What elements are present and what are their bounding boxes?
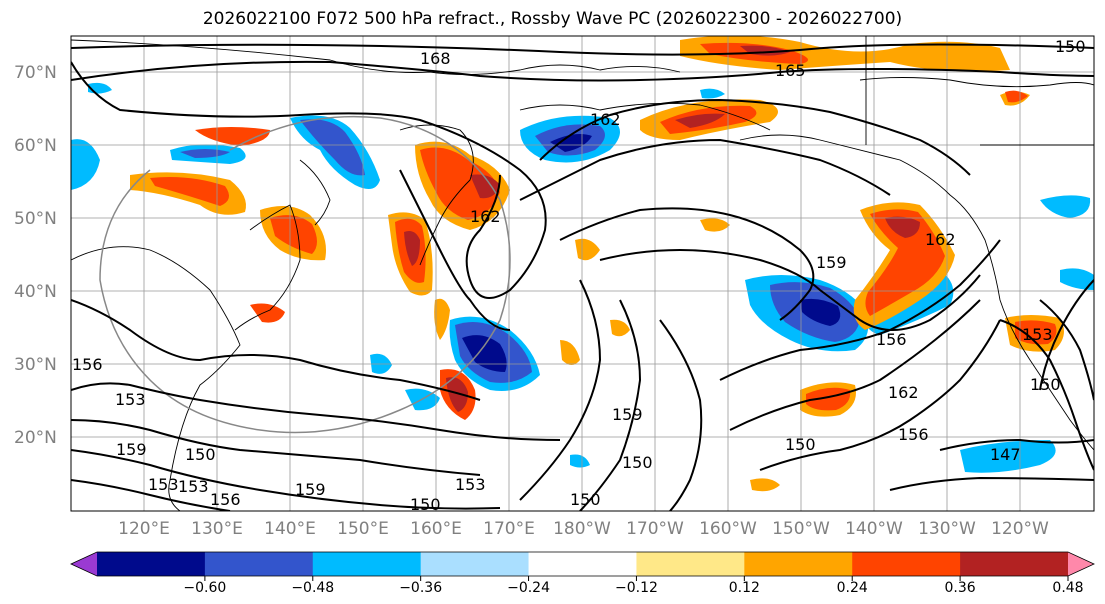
lon-label: 160°E <box>410 519 462 539</box>
colorbar <box>70 551 1095 577</box>
contour-label: 162 <box>590 110 621 129</box>
contours <box>71 43 1094 511</box>
colorbar-ticks: −0.60 −0.48 −0.36 −0.24 −0.12 0.12 0.24 0.36 0.4… <box>183 576 1084 596</box>
latitude-labels: 70°N 60°N 50°N 40°N 30°N 20°N <box>14 63 57 448</box>
highlight-circle <box>99 115 511 434</box>
lat-label: 70°N <box>14 63 57 83</box>
lon-label: 130°W <box>918 519 976 539</box>
colorbar-segment <box>204 552 314 576</box>
contour-label: 150 <box>1055 37 1086 56</box>
lat-label: 50°N <box>14 209 57 229</box>
lon-label: 130°E <box>191 519 243 539</box>
colorbar-tick-label: 0.24 <box>837 580 868 596</box>
contour-label: 159 <box>295 480 326 499</box>
colorbar-segment <box>960 552 1069 576</box>
colorbar-tick-label: 0.36 <box>945 580 976 596</box>
lon-label: 180°W <box>553 519 611 539</box>
contour-label: 165 <box>775 61 806 80</box>
contour-label: 153 <box>115 390 146 409</box>
contour-label: 150 <box>1030 375 1061 394</box>
lon-label: 150°E <box>337 519 389 539</box>
lat-label: 20°N <box>14 428 57 448</box>
colorbar-segment <box>744 552 853 576</box>
colorbar-tick-label: −0.48 <box>291 580 334 596</box>
contour-label: 150 <box>785 435 816 454</box>
colorbar-tick-label: −0.60 <box>183 580 226 596</box>
lon-label: 120°W <box>991 519 1049 539</box>
contour-label: 156 <box>876 330 907 349</box>
graticule <box>71 36 1094 511</box>
contour-label: 162 <box>470 207 501 226</box>
colorbar-tick-label: −0.12 <box>615 580 658 596</box>
colorbar-segment <box>420 552 530 576</box>
contour-label: 153 <box>148 475 179 494</box>
colorbar-extend-min <box>71 552 97 576</box>
contour-label: 150 <box>410 495 441 514</box>
lon-label: 170°E <box>483 519 535 539</box>
contour-label: 147 <box>990 445 1021 464</box>
shaded-field <box>71 36 1094 492</box>
lat-label: 40°N <box>14 282 57 302</box>
contour-label: 150 <box>185 445 216 464</box>
contour-label: 159 <box>116 440 147 459</box>
lon-label: 160°W <box>699 519 757 539</box>
contour-label: 159 <box>612 405 643 424</box>
contour-label: 162 <box>888 383 919 402</box>
colorbar-tick-label: 0.48 <box>1052 580 1083 596</box>
map-frame <box>70 35 1095 512</box>
contour-label: 150 <box>622 453 653 472</box>
colorbar-tick-label: −0.36 <box>399 580 442 596</box>
colorbar-segment <box>528 552 637 576</box>
lon-label: 170°W <box>626 519 684 539</box>
lat-label: 30°N <box>14 355 57 375</box>
longitude-labels: 120°E 130°E 140°E 150°E 160°E 170°E 180°… <box>118 519 1049 539</box>
colorbar-outline <box>70 551 1095 577</box>
contour-label: 153 <box>178 477 209 496</box>
colorbar-tick-label: 0.12 <box>729 580 760 596</box>
contour-label: 150 <box>570 490 601 509</box>
lon-label: 140°E <box>264 519 316 539</box>
contour-label: 156 <box>898 425 929 444</box>
map-title: 2026022100 F072 500 hPa refract., Rossby… <box>202 9 903 29</box>
lon-label: 150°W <box>772 519 830 539</box>
contour-label: 156 <box>210 490 241 509</box>
lat-label: 60°N <box>14 136 57 156</box>
colorbar-segment <box>852 552 961 576</box>
contour-label: 168 <box>420 49 451 68</box>
colorbar-segment <box>312 552 422 576</box>
coastlines <box>71 36 1094 511</box>
lon-label: 120°E <box>118 519 170 539</box>
colorbar-segment <box>636 552 745 576</box>
colorbar-extend-max <box>1068 552 1094 576</box>
contour-label: 153 <box>1022 325 1053 344</box>
contour-label: 162 <box>925 230 956 249</box>
colorbar-tick-label: −0.24 <box>507 580 550 596</box>
contour-labels: 168 165 162 162 159 162 156 162 156 153 … <box>72 37 1086 514</box>
contour-label: 156 <box>72 355 103 374</box>
colorbar-segment <box>97 552 206 576</box>
lon-label: 140°W <box>845 519 903 539</box>
contour-label: 153 <box>455 475 486 494</box>
contour-label: 159 <box>816 253 847 272</box>
